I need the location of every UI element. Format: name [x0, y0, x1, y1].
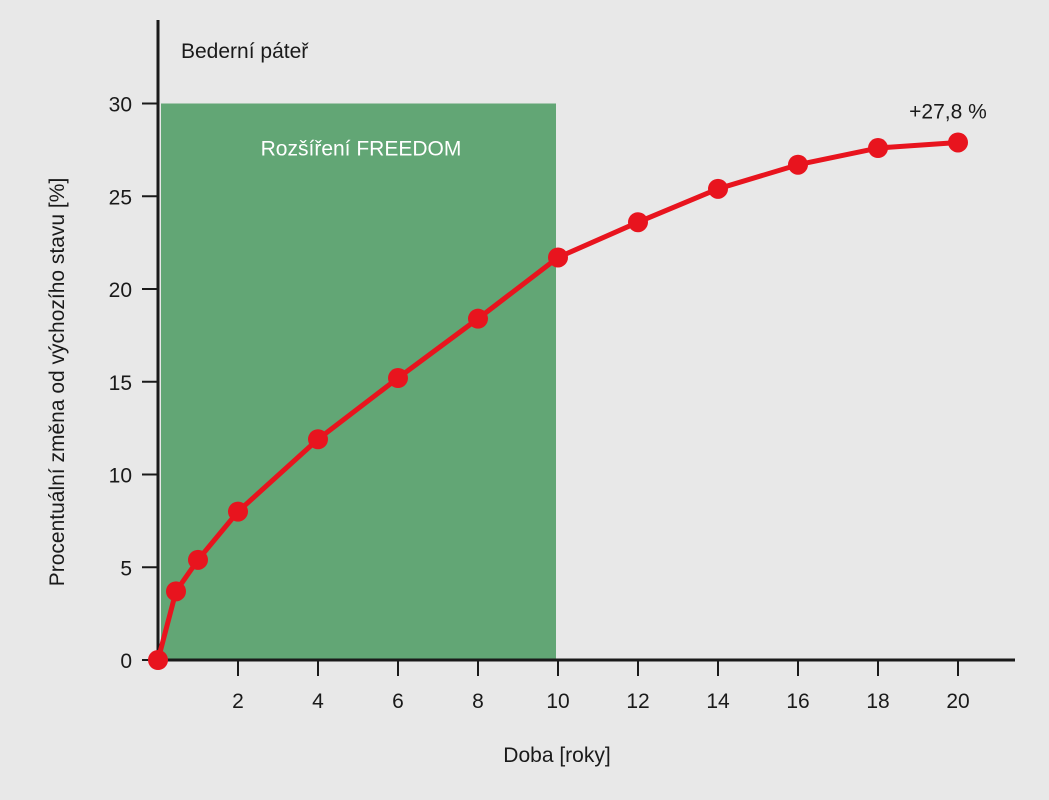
x-tick-label: 2 [232, 690, 244, 713]
y-tick-label: 5 [120, 557, 132, 580]
x-axis-title: Doba [roky] [503, 744, 610, 767]
y-axis-ticks: 0 5 10 15 20 25 30 [109, 94, 158, 673]
data-point [228, 501, 248, 522]
x-tick-label: 6 [392, 690, 404, 713]
x-tick-label: 10 [546, 690, 569, 713]
x-tick-label: 16 [786, 690, 809, 713]
x-tick-label: 4 [312, 690, 324, 713]
data-point [188, 549, 208, 570]
y-tick-label: 0 [120, 650, 132, 673]
x-tick-label: 14 [706, 690, 730, 713]
data-point [308, 429, 328, 450]
y-axis-title: Procentuální změna od výchozího stavu [%… [46, 178, 69, 587]
data-points [148, 132, 968, 670]
y-tick-label: 30 [109, 94, 132, 117]
x-tick-label: 12 [626, 690, 649, 713]
y-tick-label: 25 [109, 186, 132, 209]
data-point [788, 154, 808, 175]
data-point [548, 247, 568, 268]
data-point [708, 178, 728, 199]
y-tick-label: 15 [109, 372, 132, 395]
y-tick-label: 10 [109, 465, 132, 488]
data-point [388, 368, 408, 389]
data-point [148, 650, 168, 670]
data-point [468, 308, 488, 329]
data-point [166, 581, 186, 602]
x-tick-label: 8 [472, 690, 484, 713]
region-label: Rozšíření FREEDOM [261, 138, 462, 161]
x-tick-label: 18 [866, 690, 889, 713]
panel-title: Bederní páteř [181, 40, 309, 63]
end-value-annotation: +27,8 % [909, 100, 987, 123]
x-tick-label: 20 [946, 690, 969, 713]
x-axis-ticks: 2 4 6 8 10 12 14 16 18 20 [232, 660, 970, 713]
y-tick-label: 20 [109, 279, 132, 302]
data-point [948, 132, 968, 153]
data-point [628, 212, 648, 233]
freedom-extension-region [161, 103, 556, 660]
data-point [868, 138, 888, 159]
